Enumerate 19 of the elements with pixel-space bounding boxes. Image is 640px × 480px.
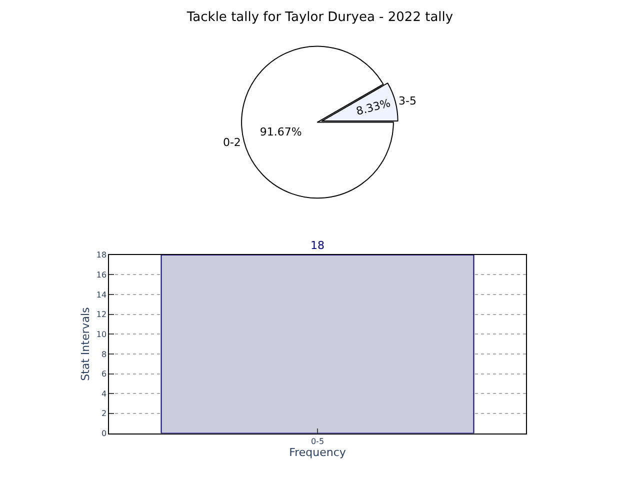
y-tick-label: 16 xyxy=(96,270,107,280)
data-label: 91.67% xyxy=(260,126,302,139)
slice-label: 0-2 xyxy=(222,136,241,149)
x-tick-label: 0-5 xyxy=(310,436,324,446)
slice-label: 3-5 xyxy=(398,94,416,108)
chart-title: Tackle tally for Taylor Duryea - 2022 tally xyxy=(186,10,454,26)
y-tick-label: 0 xyxy=(101,429,107,438)
data-label: 18 xyxy=(310,238,324,252)
y-tick-label: 4 xyxy=(101,389,107,398)
x-axis-title: Frequency xyxy=(289,446,346,459)
y-tick-label: 14 xyxy=(96,290,107,300)
y-axis-title: Stat Intervals xyxy=(79,306,92,381)
y-tick-label: 8 xyxy=(101,350,107,359)
y-tick-label: 2 xyxy=(101,409,107,418)
data-label: 8.33% xyxy=(354,96,392,118)
y-tick-label: 12 xyxy=(96,310,107,320)
y-tick-label: 6 xyxy=(101,370,107,379)
y-tick-label: 18 xyxy=(96,250,107,260)
y-tick-label: 10 xyxy=(96,330,107,339)
